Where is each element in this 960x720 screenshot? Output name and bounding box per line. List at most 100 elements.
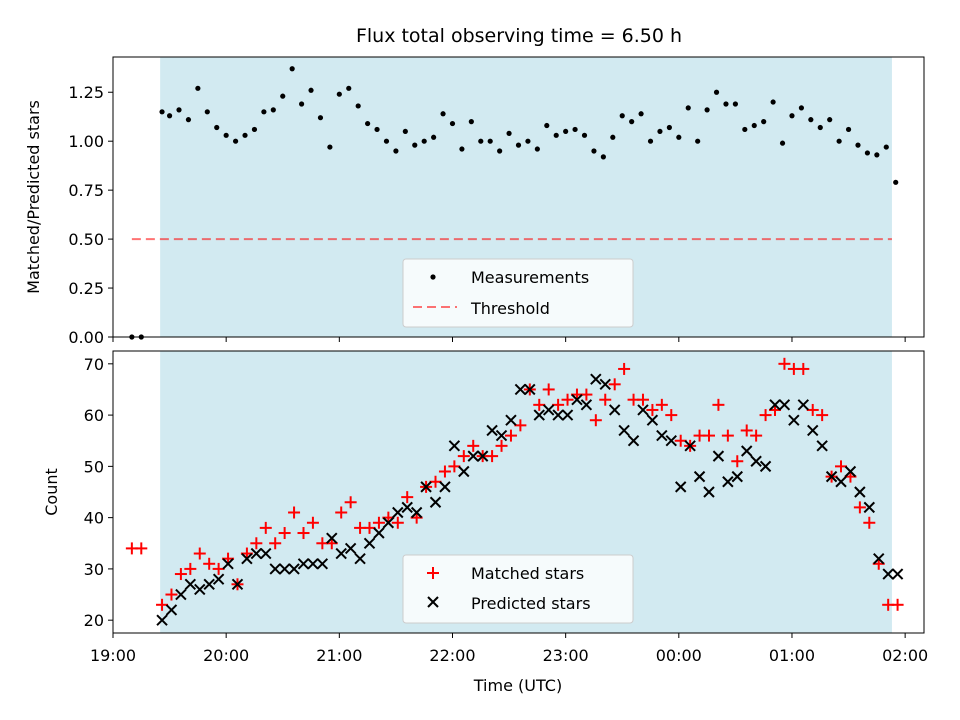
measurement-point [827, 117, 833, 123]
predicted-star-point [524, 383, 536, 396]
predicted-star-point [250, 547, 263, 560]
predicted-stars-points [156, 373, 904, 626]
predicted-star-point [354, 552, 366, 565]
measurement-point [431, 134, 437, 140]
matched-star-point [288, 506, 301, 519]
matched-star-point [655, 398, 668, 411]
chart-title: Flux total observing time = 6.50 h [356, 25, 682, 47]
measurement-point [525, 138, 531, 144]
predicted-star-point [807, 424, 819, 437]
measurement-point [742, 126, 748, 133]
measurement-point [402, 128, 408, 135]
matched-star-point [278, 527, 291, 540]
measurement-point [421, 138, 427, 144]
legend-matched-label: Matched stars [471, 564, 584, 583]
matched-star-point [391, 516, 404, 529]
measurement-point [506, 130, 512, 136]
measurement-point [412, 142, 418, 148]
x-axis-label: Time (UTC) [473, 676, 562, 695]
matched-star-point [184, 562, 197, 575]
measurement-point [836, 138, 842, 144]
predicted-star-point [788, 414, 800, 426]
predicted-star-point [439, 481, 451, 493]
measurement-point [280, 93, 286, 99]
y-tick-label: 1.00 [68, 132, 104, 151]
predicted-star-point [373, 527, 385, 539]
matched-star-point [646, 403, 659, 416]
predicted-star-point [599, 378, 611, 391]
measurement-point [204, 109, 210, 115]
predicted-star-point [476, 450, 489, 462]
ratio-y-ticks: 0.00 0.25 0.50 0.75 1.00 1.25 [68, 83, 113, 347]
measurement-point [308, 87, 314, 93]
measurement-point [346, 85, 352, 91]
predicted-star-point [458, 465, 470, 478]
predicted-star-point [873, 552, 885, 565]
y-tick-label: 0.25 [68, 279, 104, 298]
predicted-star-point [637, 404, 649, 416]
measurement-point [751, 122, 757, 129]
predicted-star-point [712, 450, 725, 462]
matched-star-point [740, 424, 753, 437]
measurement-point [770, 99, 776, 105]
legend-predicted-label: Predicted stars [471, 594, 591, 613]
y-tick-label: 1.25 [68, 83, 104, 102]
predicted-star-point [627, 435, 640, 447]
measurement-points [129, 66, 899, 340]
predicted-star-point [854, 486, 866, 498]
measurement-point [166, 113, 173, 119]
measurement-point [251, 126, 258, 133]
measurement-point [232, 138, 239, 144]
predicted-star-point [335, 547, 347, 560]
x-tick-label: 22:00 [429, 646, 475, 665]
predicted-star-point [665, 435, 677, 447]
measurement-point [581, 132, 588, 138]
count-axes-frame [112, 350, 925, 634]
matched-star-point [457, 450, 470, 463]
predicted-star-point [410, 506, 423, 519]
measurement-point [289, 66, 295, 72]
measurement-point [779, 140, 786, 146]
matched-star-point [193, 547, 206, 560]
predicted-star-point [656, 429, 668, 442]
predicted-star-point [165, 604, 178, 616]
measurement-point [159, 109, 165, 115]
predicted-star-point [222, 558, 234, 570]
predicted-star-point [580, 399, 593, 411]
predicted-star-point [392, 506, 404, 519]
matched-star-point [363, 521, 376, 534]
ratio-legend: Measurements Threshold [402, 258, 634, 328]
count-y-ticks: 20 30 40 50 60 70 [84, 355, 113, 630]
predicted-star-point [646, 414, 659, 426]
legend-measurements-marker [430, 274, 436, 280]
predicted-star-point [533, 409, 545, 421]
matched-star-point [533, 398, 546, 411]
measurement-point [732, 101, 738, 107]
measurement-point [176, 107, 182, 113]
measurement-point [864, 150, 871, 156]
matched-star-point [174, 568, 187, 581]
ratio-axes-frame [112, 56, 925, 338]
measurement-point [374, 126, 380, 133]
matched-star-point [731, 455, 744, 468]
predicted-star-point [703, 486, 715, 498]
predicted-star-point [429, 496, 442, 508]
predicted-star-point [241, 552, 253, 565]
x-tick-label: 20:00 [203, 646, 249, 665]
matched-star-point [212, 562, 225, 575]
predicted-star-point [175, 588, 187, 601]
measurement-point [327, 144, 333, 150]
measurement-point [497, 148, 503, 154]
predicted-star-point [542, 404, 555, 416]
predicted-star-point [212, 573, 225, 585]
x-tick-label: 02:00 [882, 646, 928, 665]
matched-star-point [702, 429, 715, 442]
predicted-star-point [194, 583, 206, 596]
ratio-panel: 0.00 0.25 0.50 0.75 1.00 1.25 Matched/Predict… [24, 56, 925, 347]
measurement-point [638, 111, 644, 117]
predicted-star-point [561, 409, 574, 421]
y-tick-label: 40 [84, 509, 104, 528]
matched-star-point [344, 496, 357, 509]
predicted-star-point [260, 547, 272, 560]
predicted-star-point [844, 465, 857, 478]
